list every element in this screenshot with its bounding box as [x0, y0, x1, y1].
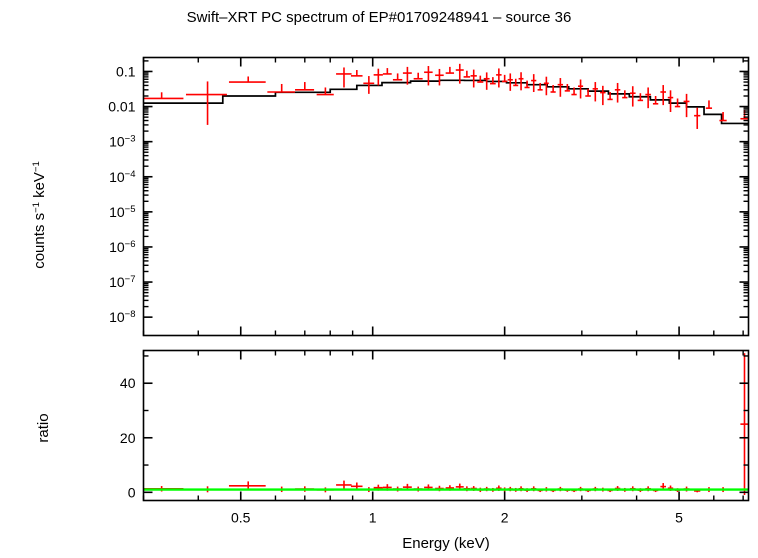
ratio-tick-label: 20: [120, 430, 136, 446]
data-point-errorbar: [660, 85, 667, 106]
data-point-errorbar: [463, 70, 471, 78]
y-tick-label: 10−5: [109, 204, 135, 220]
data-point-errorbar: [607, 91, 613, 101]
data-point-errorbar: [413, 72, 423, 80]
data-point-errorbar: [435, 68, 444, 86]
data-point-errorbar: [550, 85, 556, 93]
data-point-errorbar: [501, 74, 508, 83]
data-point-errorbar: [537, 82, 543, 91]
y-label-part-counts: counts s: [31, 213, 48, 269]
data-point-errorbar: [445, 66, 455, 74]
ratio-point-errorbar: [336, 480, 352, 490]
data-point-errorbar: [477, 75, 484, 83]
y-tick-label: 10−8: [109, 309, 135, 325]
y-axis-ticks-spectrum: 0.1 0.01 10−3 10−4 10−5 10−6 10−7 10−8: [108, 60, 749, 325]
data-point-errorbar: [705, 100, 713, 109]
x-axis-ticks-spectrum: [142, 57, 744, 336]
data-point-errorbar: [683, 93, 690, 118]
data-point-errorbar: [483, 72, 490, 90]
data-point-errorbar: [424, 66, 433, 86]
y-tick-label: 10−4: [109, 169, 135, 185]
data-point-errorbar: [531, 74, 537, 92]
ratio-panel: 0 20 40 0.5 1 2 5: [120, 349, 750, 526]
data-point-errorbar: [295, 82, 315, 91]
y-tick-label: 10−3: [109, 134, 135, 150]
data-point-errorbar: [490, 77, 496, 85]
data-point-errorbar: [402, 66, 412, 85]
y-axis-label-spectrum: counts s−1 keV−1: [31, 161, 48, 269]
ratio-point-errorbar: [740, 353, 749, 496]
data-point-errorbar: [496, 68, 502, 88]
data-point-errorbar: [592, 82, 598, 102]
ratio-tick-label: 40: [120, 375, 136, 391]
data-point-errorbar: [629, 86, 636, 107]
ratio-data-layer: [143, 353, 749, 496]
ratio-tick-label: 0: [128, 484, 136, 500]
data-point-errorbar: [392, 73, 403, 81]
x-axis-tick-labels: 0.5 1 2 5: [231, 510, 683, 526]
data-point-errorbar: [564, 83, 570, 92]
x-tick-label: 5: [675, 510, 683, 526]
x-tick-label: 1: [369, 510, 377, 526]
data-point-errorbar: [513, 78, 519, 87]
y-label-part-kev: keV: [31, 172, 48, 202]
data-point-errorbar: [455, 63, 464, 84]
data-point-errorbar: [524, 80, 530, 89]
y-tick-label: 0.01: [108, 99, 135, 115]
data-point-errorbar: [600, 85, 606, 106]
spectrum-panel: 0.1 0.01 10−3 10−4 10−5 10−6 10−7 10−8: [108, 56, 750, 337]
data-point-errorbar: [518, 72, 524, 91]
ratio-frame: [142, 349, 750, 502]
spectrum-data-layer: [143, 63, 749, 129]
svg-text:counts s−1 keV−1: counts s−1 keV−1: [31, 161, 48, 269]
data-point-errorbar: [622, 90, 628, 99]
data-point-errorbar: [143, 92, 184, 100]
data-point-errorbar: [363, 76, 375, 94]
y-axis-ticks-ratio: 0 20 40: [120, 355, 749, 500]
y-label-sup-2: −1: [31, 161, 42, 172]
data-point-errorbar: [557, 78, 564, 97]
data-point-errorbar: [228, 76, 266, 83]
data-point-errorbar: [652, 95, 659, 105]
page-title: Swift–XRT PC spectrum of EP#01709248941 …: [187, 9, 572, 26]
data-point-errorbar: [585, 88, 591, 97]
spectrum-frame: [142, 56, 750, 337]
data-point-errorbar: [267, 83, 296, 93]
data-point-errorbar: [577, 79, 584, 99]
data-point-errorbar: [470, 69, 477, 88]
y-tick-label: 10−7: [109, 274, 135, 290]
data-point-errorbar: [667, 90, 674, 113]
data-point-errorbar: [637, 93, 644, 102]
data-point-errorbar: [719, 112, 727, 122]
y-tick-label: 10−6: [109, 239, 135, 255]
data-point-errorbar: [185, 81, 227, 125]
y-label-sup-1: −1: [31, 202, 42, 213]
data-point-errorbar: [674, 98, 681, 108]
y-axis-label-ratio: ratio: [35, 413, 52, 442]
data-point-errorbar: [543, 76, 549, 96]
data-point-errorbar: [645, 87, 651, 109]
x-tick-label: 2: [501, 510, 509, 526]
data-point-errorbar: [614, 82, 621, 103]
y-tick-label: 0.1: [116, 63, 136, 79]
data-point-errorbar: [336, 67, 352, 88]
x-tick-label: 0.5: [231, 510, 251, 526]
data-point-errorbar: [350, 70, 363, 77]
data-point-errorbar: [694, 107, 701, 129]
x-axis-ticks-ratio: [142, 350, 744, 501]
data-point-errorbar: [382, 68, 392, 75]
data-point-errorbar: [373, 68, 383, 86]
x-axis-label: Energy (keV): [402, 535, 490, 552]
data-point-errorbar: [507, 73, 513, 91]
data-point-errorbar: [571, 87, 577, 96]
data-point-errorbar: [316, 87, 334, 96]
